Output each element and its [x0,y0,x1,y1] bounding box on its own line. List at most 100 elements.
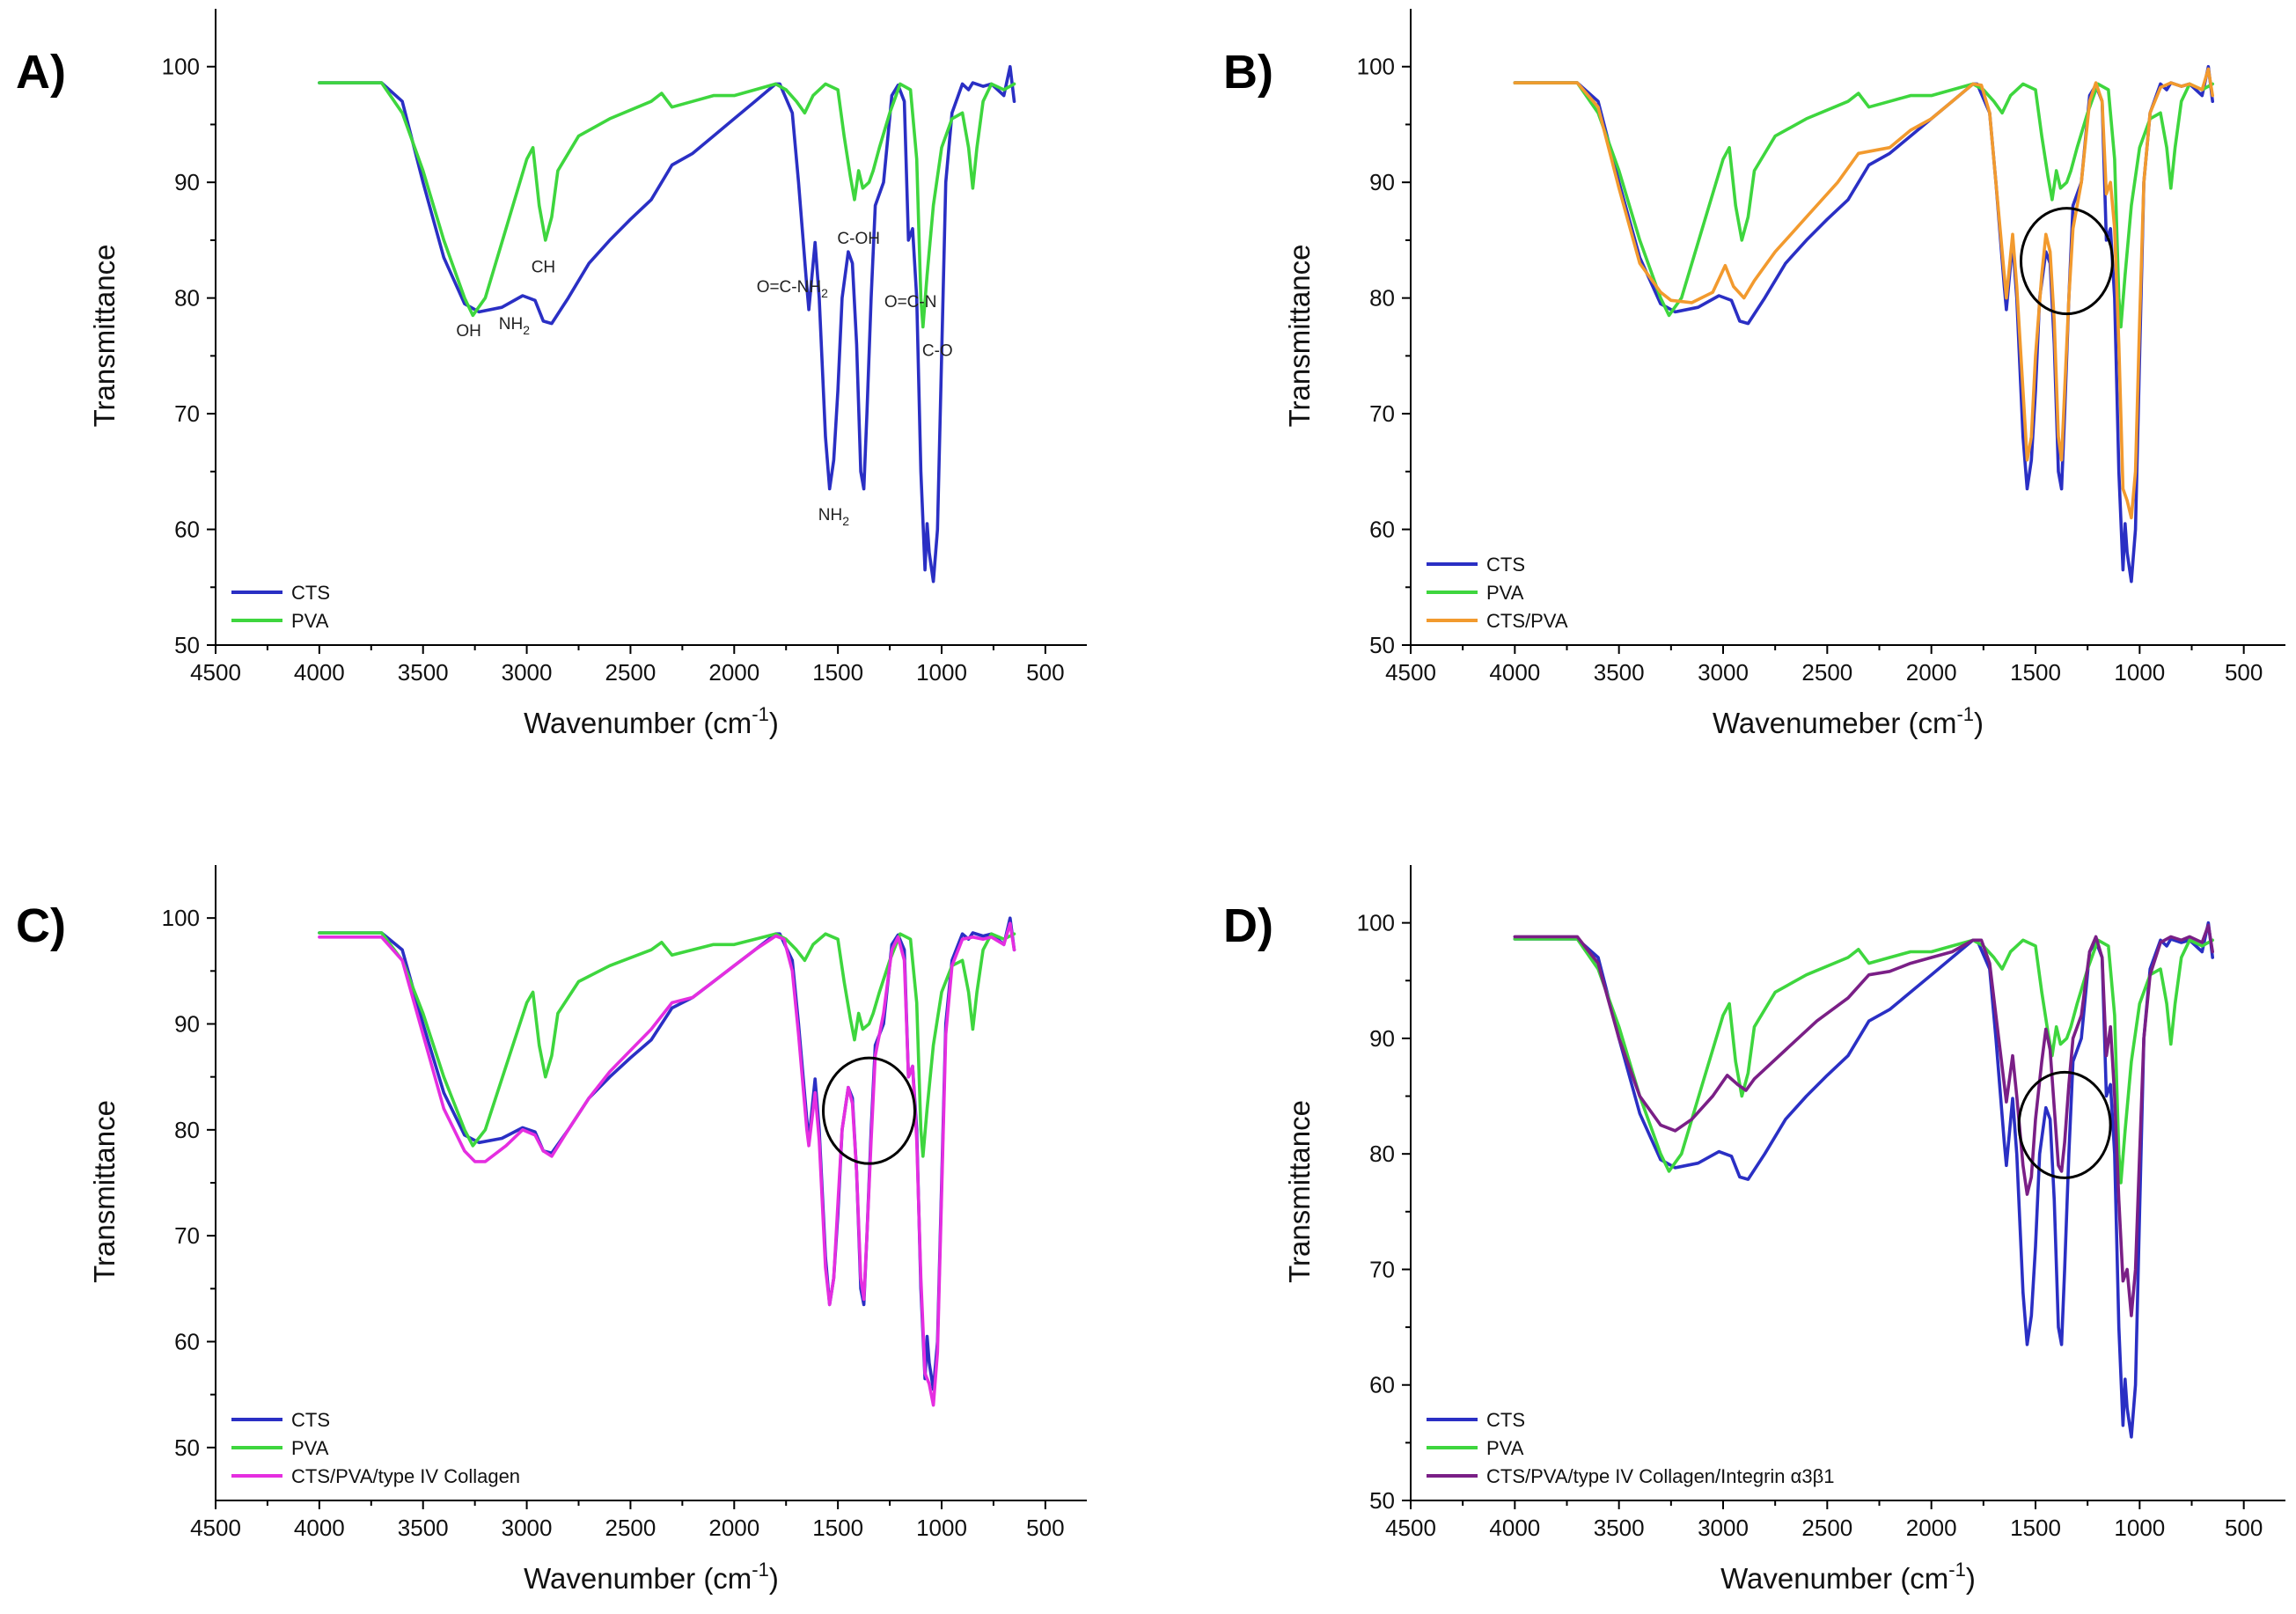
x-tick-label: 3000 [1698,659,1749,686]
y-tick-label: 100 [162,905,200,931]
x-axis-title: Wavenumber (cm-1) [1720,1559,1976,1595]
peak-annotation: C-OH [837,230,880,248]
y-tick-label: 50 [174,1434,200,1461]
x-tick-label: 2000 [708,1515,759,1541]
y-tick-label: 50 [1369,632,1395,658]
chart-panel-4: D) 4500 4000 3500 3000 2500 2000 1500 1000 500 50 6… [1223,865,2285,1595]
panel-letter: D) [1223,899,1273,952]
x-tick-label: 500 [1026,659,1064,686]
series-line-cts [318,64,1016,583]
legend-label: CTS [1486,554,1525,576]
y-tick-label: 70 [174,400,200,427]
x-tick-label: 2500 [605,1515,657,1541]
chart-panel-2: B) 4500 4000 3500 3000 2500 2000 1500 1000 500 50 6… [1223,9,2285,739]
x-tick-label: 3000 [1698,1515,1749,1541]
highlight-circle [822,1056,916,1165]
chart-panel-3: C) 4500 4000 3500 3000 2500 2000 1500 1000 500 50 6… [16,865,1087,1595]
x-tick-label: 3500 [1594,659,1645,686]
x-tick-label: 4000 [294,1515,345,1541]
y-tick-label: 90 [1369,169,1395,195]
legend-label: PVA [1486,1437,1524,1459]
x-tick-label: 2000 [1906,1515,1957,1541]
x-tick-label: 1500 [2010,1515,2061,1541]
legend-label: PVA [291,610,329,632]
y-tick-label: 50 [174,632,200,658]
x-tick-label: 500 [2225,659,2263,686]
peak-annotation: O=C-N [884,293,937,312]
series-line-int [1513,923,2214,1317]
series-line-col [318,921,1016,1407]
legend-label: CTS/PVA [1486,610,1568,632]
x-tick-label: 1000 [916,1515,967,1541]
y-tick-label: 70 [174,1222,200,1249]
y-tick-label: 90 [174,169,200,195]
chart-panel-1: A) 4500 4000 3500 3000 2500 2000 1500 1000 500 50 6… [16,9,1087,739]
y-tick-label: 50 [1369,1487,1395,1514]
x-axis-title: Wavenumber (cm-1) [524,703,779,739]
series-line-ctspva [1513,67,2214,520]
y-axis-title: Transmittance [88,245,121,428]
highlight-circle [2017,1070,2112,1179]
legend-label: CTS [291,582,330,604]
x-axis-title: Wavenumber (cm-1) [524,1559,779,1595]
legend-label: CTS/PVA/type IV Collagen/Integrin α3β1 [1486,1465,1835,1487]
x-tick-label: 4500 [1385,1515,1436,1541]
x-tick-label: 4500 [190,659,241,686]
x-tick-label: 500 [1026,1515,1064,1541]
y-tick-label: 100 [162,54,200,80]
series-line-cts [1513,921,2214,1439]
panel-letter: B) [1223,46,1273,99]
peak-annotation: CH [532,259,555,277]
x-tick-label: 3500 [398,659,449,686]
peak-annotation: NH2 [499,315,530,337]
panel-letter: C) [16,899,66,952]
x-tick-label: 4500 [190,1515,241,1541]
x-tick-label: 1000 [2114,1515,2165,1541]
peak-annotation: O=C-NH2 [757,278,828,300]
y-tick-label: 90 [1369,1025,1395,1052]
y-tick-label: 80 [1369,285,1395,312]
x-axis-title: Wavenumeber (cm-1) [1713,703,1984,739]
x-tick-label: 3500 [1594,1515,1645,1541]
y-tick-label: 70 [1369,1256,1395,1282]
x-tick-label: 3000 [502,1515,553,1541]
legend-label: CTS/PVA/type IV Collagen [291,1465,520,1487]
y-tick-label: 70 [1369,400,1395,427]
y-tick-label: 90 [174,1011,200,1038]
peak-annotation: OH [456,322,481,341]
y-tick-label: 60 [174,1329,200,1355]
series-line-cts [318,916,1016,1391]
x-tick-label: 2500 [1801,1515,1852,1541]
y-tick-label: 80 [1369,1141,1395,1167]
y-tick-label: 100 [1357,910,1395,936]
x-tick-label: 1500 [2010,659,2061,686]
peak-annotation: NH2 [818,506,849,528]
y-tick-label: 60 [174,517,200,543]
x-tick-label: 1500 [812,659,863,686]
peak-annotation: C-O [922,341,953,360]
y-tick-label: 80 [174,1117,200,1143]
series-line-cts [1513,64,2214,583]
x-tick-label: 4000 [294,659,345,686]
x-tick-label: 2000 [708,659,759,686]
x-tick-label: 2000 [1906,659,1957,686]
panel-letter: A) [16,46,66,99]
x-tick-label: 4500 [1385,659,1436,686]
series-line-pva [318,931,1016,1158]
legend-label: PVA [1486,582,1524,604]
x-tick-label: 1000 [916,659,967,686]
x-tick-label: 4000 [1489,1515,1540,1541]
x-tick-label: 2500 [1801,659,1852,686]
x-tick-label: 500 [2225,1515,2263,1541]
highlight-circle [2020,207,2114,316]
x-tick-label: 3000 [502,659,553,686]
y-tick-label: 100 [1357,54,1395,80]
y-tick-label: 60 [1369,1372,1395,1398]
legend-label: CTS [291,1409,330,1431]
y-axis-title: Transmittance [1283,245,1316,428]
legend-label: PVA [291,1437,329,1459]
x-tick-label: 4000 [1489,659,1540,686]
x-tick-label: 1000 [2114,659,2165,686]
legend-label: CTS [1486,1409,1525,1431]
